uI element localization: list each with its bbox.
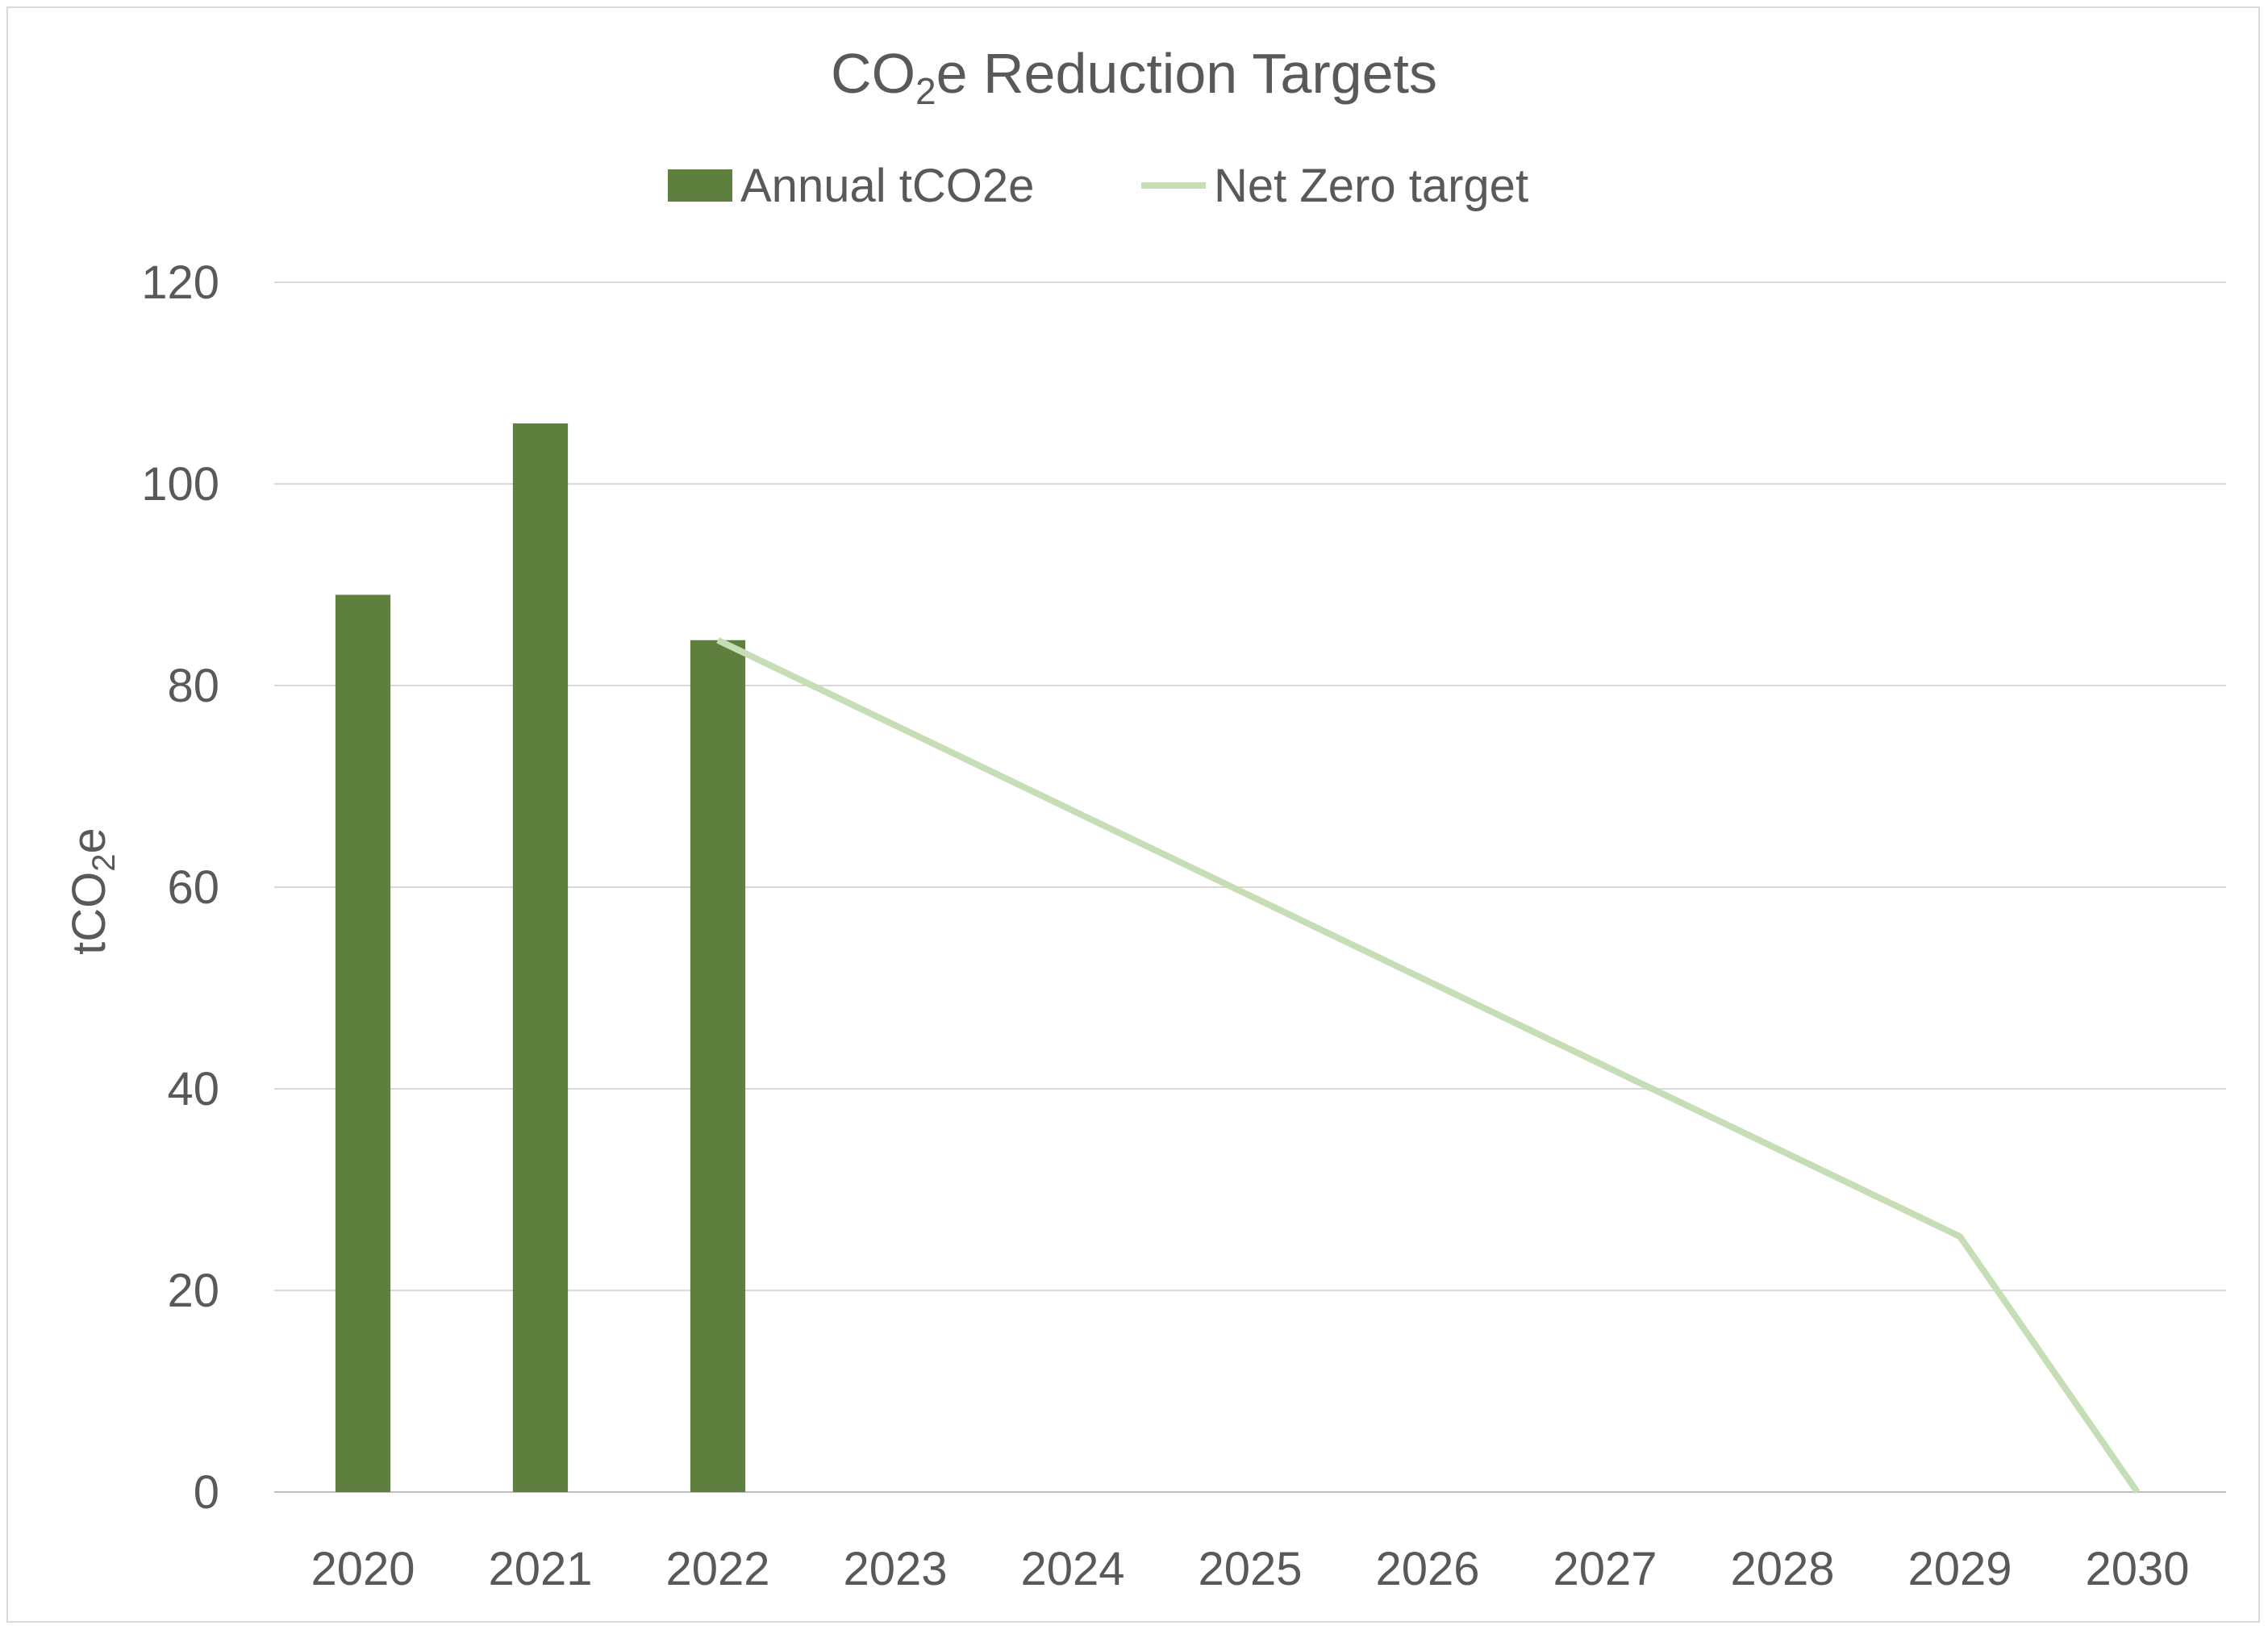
x-tick-label: 2024	[1020, 1543, 1124, 1595]
bar-2021	[512, 423, 569, 1492]
y-axis-title: tCO2e	[63, 827, 122, 955]
chart-title: CO2e Reduction Targets	[831, 42, 1437, 112]
y-tick-label: 60	[167, 861, 219, 914]
y-tick-label: 80	[167, 660, 219, 712]
legend: Annual tCO2e Net Zero target	[668, 160, 1528, 212]
gridlines	[274, 281, 2226, 1493]
x-tick-label: 2025	[1198, 1543, 1302, 1595]
x-tick-label: 2028	[1730, 1543, 1834, 1595]
bar-2022	[690, 640, 746, 1492]
y-tick-label: 120	[141, 256, 219, 309]
bars	[335, 423, 746, 1492]
x-axis-ticks: 2020 2021 2022 2023 2024 2025 2026 2027 2028 2029…	[311, 1543, 2189, 1595]
legend-label-annual: Annual tCO2e	[740, 160, 1034, 212]
legend-label-net-zero: Net Zero target	[1214, 160, 1528, 212]
x-tick-label: 2020	[311, 1543, 415, 1595]
x-tick-label: 2026	[1375, 1543, 1479, 1595]
y-axis-ticks: 0 20 40 60 80 100 120	[141, 256, 219, 1519]
bar-2020	[335, 594, 391, 1492]
x-tick-label: 2029	[1907, 1543, 2012, 1595]
y-tick-label: 100	[141, 458, 219, 511]
y-tick-label: 20	[167, 1265, 219, 1317]
y-tick-label: 40	[167, 1063, 219, 1115]
x-tick-label: 2030	[2085, 1543, 2189, 1595]
x-tick-label: 2023	[843, 1543, 947, 1595]
y-tick-label: 0	[194, 1466, 219, 1519]
lines	[716, 637, 2141, 1494]
x-tick-label: 2021	[488, 1543, 592, 1595]
legend-swatch-annual	[668, 169, 732, 202]
x-tick-label: 2027	[1553, 1543, 1657, 1595]
net-zero-target-line	[716, 637, 2141, 1494]
x-tick-label: 2022	[665, 1543, 769, 1595]
